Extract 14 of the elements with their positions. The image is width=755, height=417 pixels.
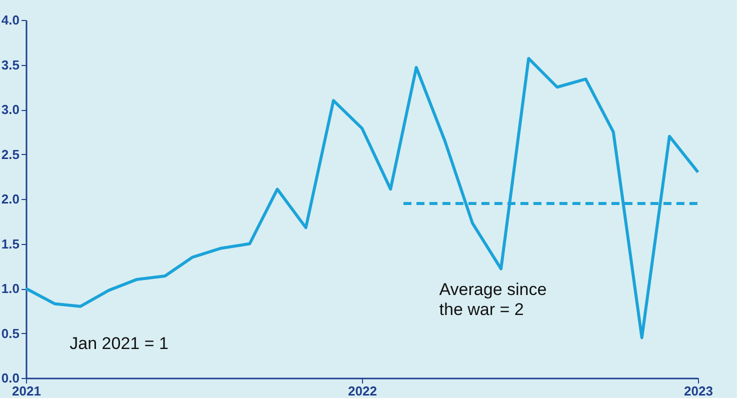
y-tick-label: 0.5 bbox=[1, 326, 20, 341]
annotation: Jan 2021 = 1 bbox=[70, 334, 168, 353]
y-tick-label: 2.5 bbox=[1, 146, 20, 162]
x-tick-label: 2021 bbox=[12, 384, 41, 398]
y-tick-label: 1.0 bbox=[1, 281, 20, 296]
annotation: Average since the war = 2 bbox=[439, 280, 547, 320]
y-tick-label: 3.0 bbox=[1, 102, 20, 117]
x-tick-label: 2022 bbox=[348, 384, 377, 398]
y-tick-label: 2.0 bbox=[1, 192, 20, 206]
y-tick-label: 0.0 bbox=[1, 370, 20, 386]
y-tick-label: 3.5 bbox=[1, 57, 20, 72]
y-tick-label: 4.0 bbox=[1, 12, 20, 28]
y-tick-label: 1.5 bbox=[1, 236, 20, 252]
x-tick-label: 2023 bbox=[684, 384, 713, 398]
